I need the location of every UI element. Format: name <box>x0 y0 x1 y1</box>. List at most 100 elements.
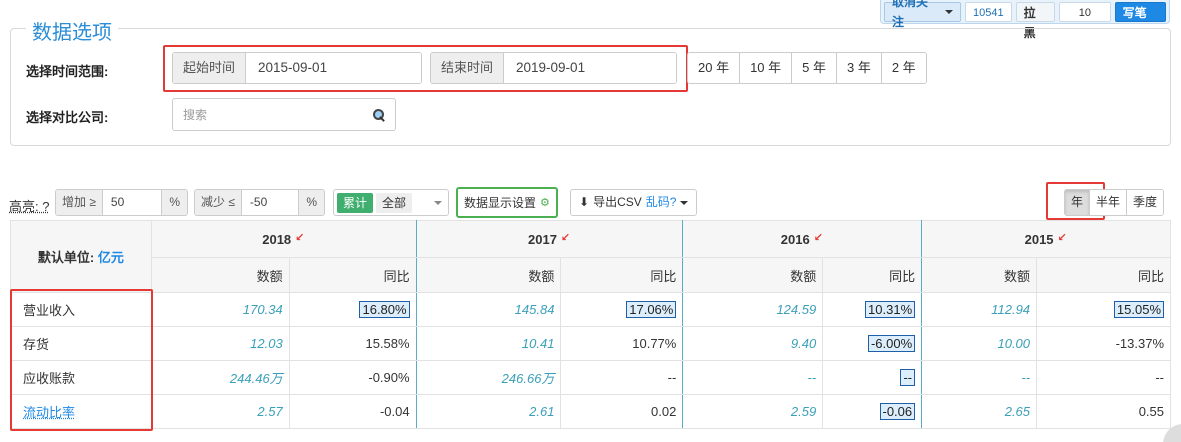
all-tag[interactable]: 全部 <box>376 192 413 213</box>
year-header-2015: 2015 <box>921 220 1171 258</box>
compare-company-label: 选择对比公司: <box>26 110 109 125</box>
amount-value: 9.40 <box>790 336 817 351</box>
gear-icon: ⚙ <box>540 196 550 209</box>
display-settings-button[interactable]: 数据显示设置 ⚙ <box>456 187 558 218</box>
amount-cell: 9.40 <box>682 326 824 361</box>
panel-legend: 数据选项 <box>26 16 118 45</box>
amount-value: 12.03 <box>250 336 283 351</box>
amount-cell: 2.65 <box>921 394 1038 429</box>
pdf-icon[interactable] <box>295 231 305 245</box>
amount-value: 170.34 <box>242 302 283 317</box>
row-labels-highlight <box>10 289 153 431</box>
amount-value: 2.65 <box>1004 404 1031 419</box>
increase-threshold-field[interactable]: 增加 ≥ 50 % <box>55 189 188 216</box>
amount-cell: 10.00 <box>921 326 1038 361</box>
year-2-button[interactable]: 2 年 <box>881 53 926 83</box>
yoy-value: -0.04 <box>379 404 410 419</box>
amount-value: 124.59 <box>776 302 817 317</box>
yoy-cell: -13.37% <box>1036 326 1171 361</box>
yoy-highlighted-value: 16.80% <box>359 301 410 318</box>
download-icon: ⬇ <box>579 195 590 209</box>
amount-value: 244.46万 <box>229 371 283 386</box>
amount-value: 246.66万 <box>501 371 555 386</box>
blacklist-button[interactable]: 拉黑 <box>1015 1 1056 40</box>
year-20-button[interactable]: 20 年 <box>688 53 741 83</box>
row-label[interactable]: 流动比率 <box>10 394 152 429</box>
pdf-icon[interactable] <box>1058 231 1068 245</box>
period-year-button[interactable]: 年 <box>1065 190 1091 215</box>
follower-count: 10541 <box>964 1 1012 22</box>
highlight-label[interactable]: 高亮: ? <box>9 199 50 214</box>
cumulative-tag[interactable]: 累计 <box>337 192 374 213</box>
company-search-input[interactable]: 搜索 <box>172 98 396 131</box>
yoy-value: -- <box>1155 370 1164 385</box>
period-half-year-button[interactable]: 半年 <box>1090 190 1128 215</box>
table-row: 营业收入 170.34 16.80% 145.84 17.06% 124.59 10.31%… <box>10 292 1171 327</box>
amount-cell: 244.46万 <box>150 360 290 395</box>
blacklist-input[interactable]: 10 <box>1059 1 1111 22</box>
search-icon[interactable] <box>373 108 385 121</box>
year-10-button[interactable]: 10 年 <box>740 53 793 83</box>
amount-value: 2.57 <box>257 404 283 419</box>
amount-cell: 12.03 <box>150 326 290 361</box>
end-date-field[interactable]: 结束时间 2019-09-01 <box>430 52 677 84</box>
yoy-highlighted-value: -6.00% <box>867 335 916 352</box>
amount-cell: 170.34 <box>150 292 290 327</box>
yoy-value: 10.77% <box>632 336 677 351</box>
yoy-highlighted-value: -0.06 <box>879 403 916 420</box>
amount-cell: 124.59 <box>682 292 824 327</box>
unfollow-button[interactable]: 取消关注 <box>884 0 961 29</box>
unfollow-label: 取消关注 <box>892 0 929 29</box>
start-date-field[interactable]: 起始时间 2015-09-01 <box>172 52 422 84</box>
year-5-button[interactable]: 5 年 <box>792 53 837 83</box>
decrease-input[interactable]: -50 <box>241 190 299 215</box>
accumulation-select[interactable]: 累计 全部 <box>333 189 449 216</box>
yoy-cell: 0.02 <box>560 394 684 429</box>
yoy-value: 0.55 <box>1138 404 1164 419</box>
yoy-value: 15.58% <box>365 336 410 351</box>
chevron-down-icon <box>680 200 689 205</box>
end-date-addon: 结束时间 <box>431 53 505 83</box>
search-placeholder: 搜索 <box>183 108 208 122</box>
unit-value[interactable]: 亿元 <box>97 250 124 265</box>
garbled-link[interactable]: 乱码? <box>645 195 677 209</box>
yoy-cell: 10.77% <box>560 326 684 361</box>
period-quarter-button[interactable]: 季度 <box>1127 190 1164 215</box>
write-note-button[interactable]: 写笔记 <box>1114 1 1166 40</box>
row-label: 应收账款 <box>10 360 152 395</box>
start-date-input[interactable]: 2015-09-01 <box>246 53 421 83</box>
decrease-threshold-field[interactable]: 减少 ≤ -50 % <box>194 189 325 216</box>
year-label: 2015 <box>1024 231 1054 247</box>
decrease-suffix: % <box>298 190 324 215</box>
amount-value: 145.84 <box>514 302 555 317</box>
yoy-value: -- <box>667 370 677 385</box>
yoy-highlighted-value: 15.05% <box>1113 301 1164 318</box>
yoy-cell: -0.06 <box>822 394 923 429</box>
amount-value: 2.59 <box>790 404 817 419</box>
year-range-buttons: 20 年 10 年 5 年 3 年 2 年 <box>687 52 927 84</box>
end-date-input[interactable]: 2019-09-01 <box>504 53 676 83</box>
amount-value: 10.00 <box>997 336 1031 351</box>
amount-value: 10.41 <box>521 336 555 351</box>
increase-input[interactable]: 50 <box>102 190 162 215</box>
pdf-icon[interactable] <box>561 231 571 245</box>
amount-cell: 145.84 <box>415 292 562 327</box>
amount-cell: 2.61 <box>415 394 562 429</box>
amount-value: 2.61 <box>529 404 555 419</box>
year-3-button[interactable]: 3 年 <box>837 53 882 83</box>
start-date-addon: 起始时间 <box>173 53 247 83</box>
year-label: 2016 <box>780 231 810 247</box>
year-label: 2018 <box>262 231 292 247</box>
table-row: 流动比率 2.57 -0.04 2.61 0.02 2.59 -0.06 2.65 0.55 <box>10 394 1171 429</box>
chevron-down-icon[interactable] <box>434 200 442 205</box>
pdf-icon[interactable] <box>814 231 824 245</box>
yoy-cell: 16.80% <box>288 292 417 327</box>
export-csv-button[interactable]: ⬇ 导出CSV 乱码? <box>570 189 698 216</box>
financial-data-table: 默认单位: 亿元 2018 2017 2016 2015 数额 同比 数额 同比… <box>10 220 1171 429</box>
yoy-cell: 10.31% <box>822 292 923 327</box>
yoy-value: -13.37% <box>1115 336 1164 351</box>
yoy-cell: -0.90% <box>288 360 417 395</box>
table-row: 应收账款 244.46万 -0.90% 246.66万 -- -- -- -- -- <box>10 360 1171 395</box>
period-toggle: 年 半年 季度 <box>1064 189 1165 216</box>
amount-value: -- <box>1021 370 1031 385</box>
